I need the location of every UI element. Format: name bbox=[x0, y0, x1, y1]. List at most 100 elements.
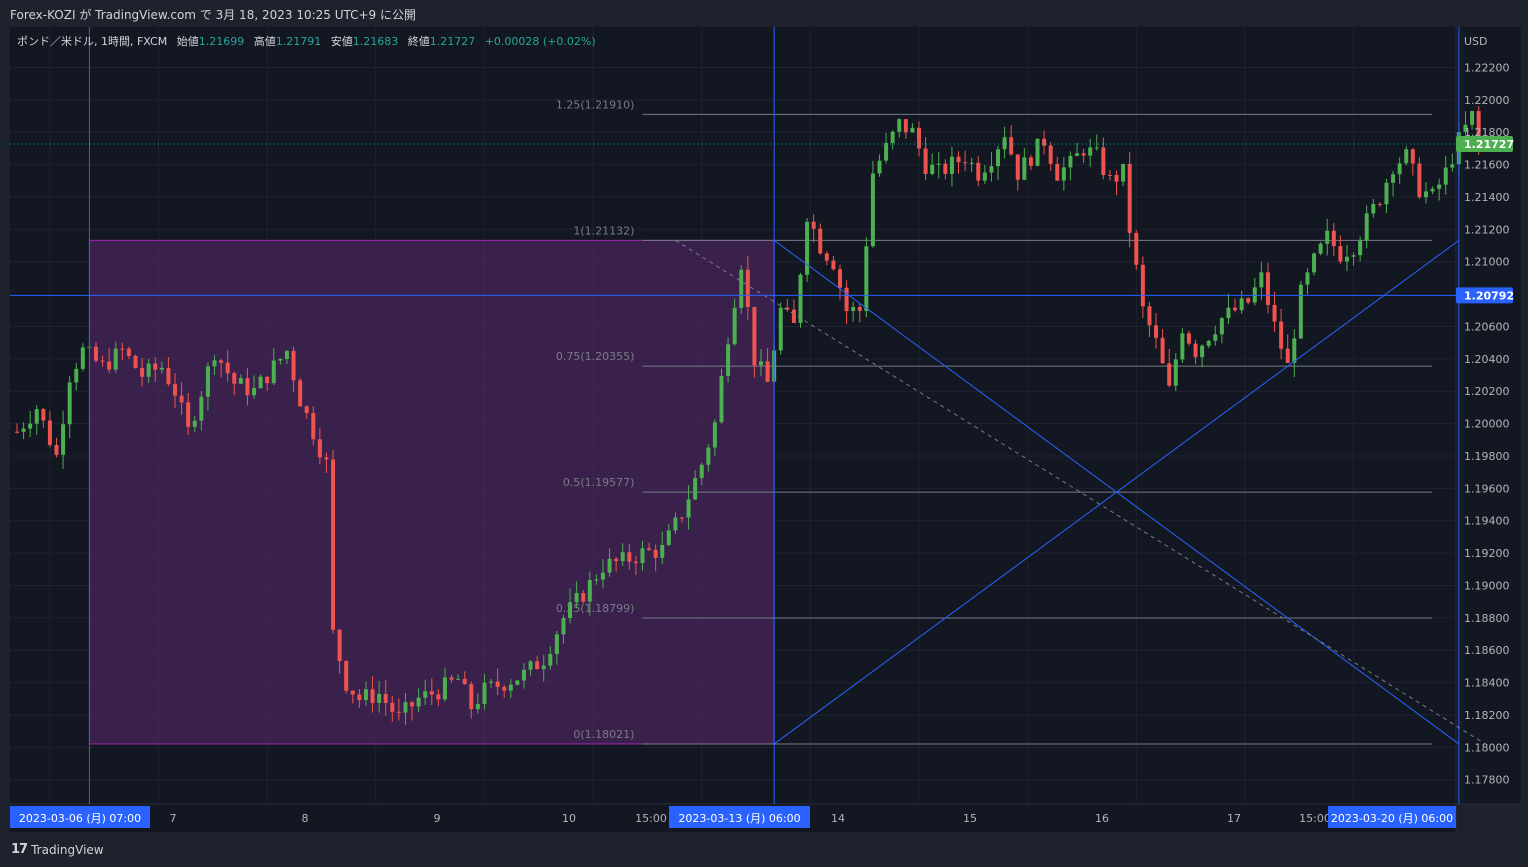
candle-down bbox=[357, 694, 362, 700]
candle-down bbox=[225, 362, 230, 374]
candle-down bbox=[291, 350, 296, 381]
fib-level-label: 0.75(1.20355) bbox=[556, 350, 635, 363]
candle-up bbox=[1213, 334, 1218, 341]
fib-level-label: 0.5(1.19577) bbox=[563, 476, 635, 489]
candle-up bbox=[1298, 284, 1303, 339]
candle-down bbox=[1331, 230, 1336, 247]
candle-up bbox=[521, 669, 526, 681]
candle-down bbox=[120, 348, 125, 350]
highlighted-date-text: 2023-03-13 (月) 06:00 bbox=[678, 812, 800, 825]
candle-down bbox=[1186, 333, 1191, 344]
candle-up bbox=[416, 697, 421, 707]
y-tick-label: 1.22200 bbox=[1464, 61, 1510, 74]
candle-up bbox=[489, 681, 494, 683]
candle-up bbox=[600, 572, 605, 580]
footer-bar: 17 TradingView bbox=[0, 832, 1528, 867]
high-value: 1.21791 bbox=[275, 35, 322, 48]
candle-down bbox=[1279, 321, 1284, 349]
currency-label: USD bbox=[1464, 35, 1488, 48]
candle-down bbox=[469, 684, 474, 710]
candle-up bbox=[897, 119, 902, 132]
candle-up bbox=[205, 366, 210, 397]
candle-up bbox=[442, 677, 447, 700]
candle-down bbox=[344, 661, 349, 691]
candle-down bbox=[1147, 306, 1152, 326]
candle-down bbox=[633, 561, 638, 564]
candle-down bbox=[1265, 272, 1270, 306]
highlighted-date-text: 2023-03-20 (月) 06:00 bbox=[1331, 812, 1453, 825]
candle-up bbox=[1022, 157, 1027, 180]
candle-down bbox=[1134, 232, 1139, 265]
candle-up bbox=[67, 382, 72, 425]
candle-down bbox=[245, 378, 250, 396]
y-tick-label: 1.20200 bbox=[1464, 385, 1510, 398]
candle-up bbox=[1344, 256, 1349, 262]
candle-up bbox=[890, 131, 895, 143]
candle-down bbox=[1009, 137, 1014, 155]
candle-up bbox=[1463, 124, 1468, 132]
price-axis-pane bbox=[1456, 27, 1521, 804]
candle-down bbox=[436, 694, 441, 700]
candle-down bbox=[186, 402, 191, 427]
candle-down bbox=[1055, 163, 1060, 181]
y-tick-label: 1.22000 bbox=[1464, 94, 1510, 107]
candle-up bbox=[870, 173, 875, 247]
candle-down bbox=[1285, 348, 1290, 363]
candle-down bbox=[1107, 174, 1112, 176]
candle-down bbox=[126, 348, 131, 356]
candle-down bbox=[1272, 305, 1277, 322]
current-price-text: 1.21727 bbox=[1464, 138, 1514, 151]
symbol-name: ポンド／米ドル, 1時間, FXCM bbox=[17, 35, 168, 48]
candle-up bbox=[456, 678, 461, 680]
candle-up bbox=[1094, 147, 1099, 149]
x-tick-label: 16 bbox=[1095, 812, 1109, 825]
candle-up bbox=[554, 634, 559, 654]
candle-up bbox=[640, 548, 645, 564]
x-tick-label: 15 bbox=[963, 812, 977, 825]
candle-up bbox=[146, 363, 151, 377]
candle-up bbox=[515, 680, 520, 685]
candle-up bbox=[212, 360, 217, 367]
candle-up bbox=[805, 221, 810, 275]
candle-up bbox=[113, 348, 118, 370]
candle-down bbox=[1417, 163, 1422, 198]
candle-up bbox=[1226, 307, 1231, 319]
candle-down bbox=[1140, 264, 1145, 307]
candle-down bbox=[1048, 145, 1053, 164]
candle-up bbox=[930, 164, 935, 174]
candle-up bbox=[528, 661, 533, 670]
candle-down bbox=[54, 444, 59, 455]
candle-up bbox=[159, 367, 164, 370]
candle-up bbox=[1351, 255, 1356, 257]
x-tick-label: 10 bbox=[562, 812, 576, 825]
candle-down bbox=[903, 119, 908, 133]
candle-down bbox=[1160, 337, 1165, 364]
y-tick-label: 1.19600 bbox=[1464, 482, 1510, 495]
candle-up bbox=[673, 517, 678, 531]
candle-up bbox=[936, 163, 941, 165]
candle-down bbox=[100, 360, 105, 362]
y-tick-label: 1.18800 bbox=[1464, 612, 1510, 625]
candle-up bbox=[1384, 182, 1389, 205]
candle-down bbox=[838, 269, 842, 288]
candle-down bbox=[1410, 149, 1415, 164]
y-tick-label: 1.21400 bbox=[1464, 191, 1510, 204]
tradingview-brand[interactable]: 17 TradingView bbox=[11, 842, 104, 857]
candle-up bbox=[1035, 138, 1040, 166]
candle-down bbox=[265, 376, 270, 384]
y-tick-label: 1.18400 bbox=[1464, 677, 1510, 690]
candle-down bbox=[449, 677, 454, 680]
candle-down bbox=[383, 693, 388, 703]
candle-up bbox=[719, 375, 724, 423]
y-tick-label: 1.21600 bbox=[1464, 159, 1510, 172]
candle-up bbox=[1075, 153, 1080, 156]
candle-up bbox=[278, 358, 283, 361]
close-value: 1.21727 bbox=[429, 35, 476, 48]
candle-down bbox=[818, 228, 823, 254]
candle-up bbox=[1239, 298, 1244, 311]
candle-up bbox=[666, 530, 671, 545]
candle-up bbox=[1219, 318, 1224, 335]
candle-up bbox=[403, 702, 408, 713]
candle-up bbox=[594, 579, 599, 581]
candle-up bbox=[1121, 163, 1126, 182]
